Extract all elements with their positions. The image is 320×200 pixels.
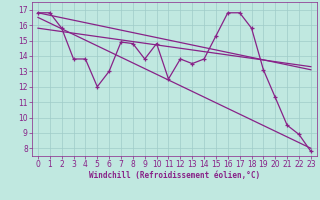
X-axis label: Windchill (Refroidissement éolien,°C): Windchill (Refroidissement éolien,°C)	[89, 171, 260, 180]
